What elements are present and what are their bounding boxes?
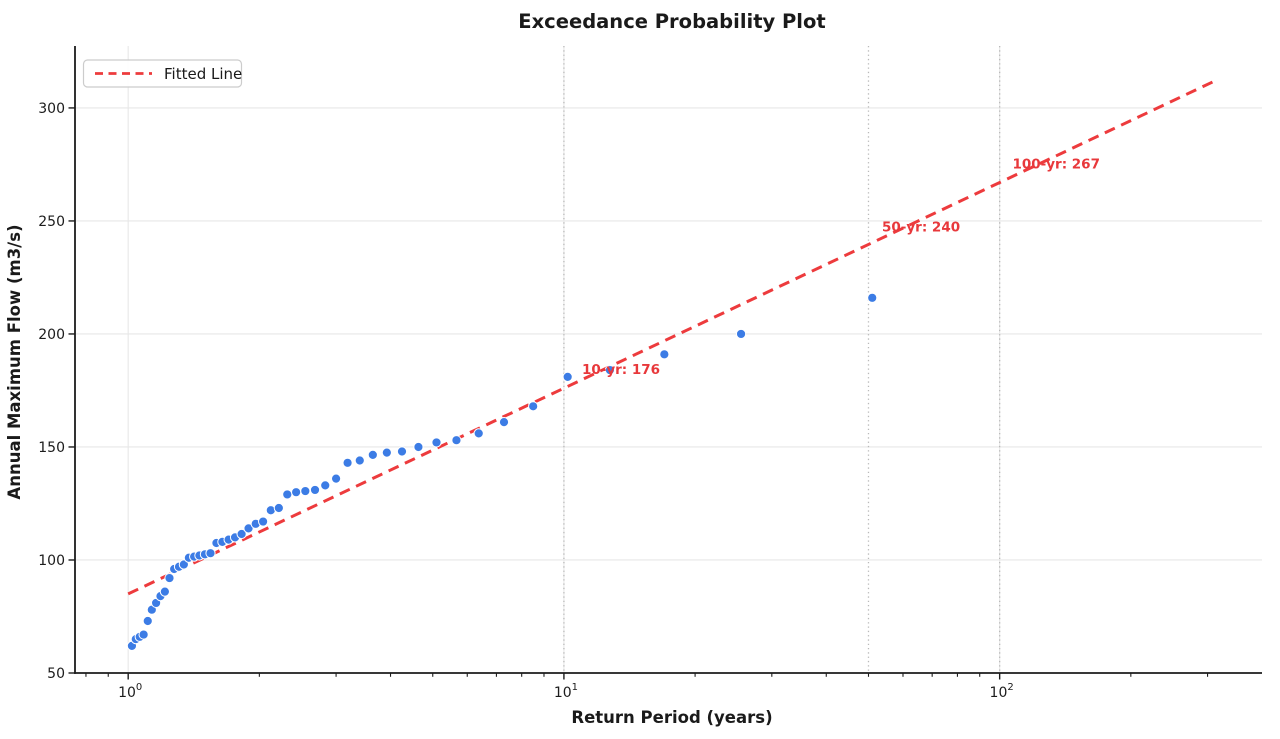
data-point <box>138 629 149 640</box>
y-tick-label: 250 <box>38 214 65 230</box>
axes <box>68 46 1262 680</box>
data-point <box>320 480 331 491</box>
y-tick-label: 100 <box>38 553 65 569</box>
legend: Fitted Line <box>82 59 243 88</box>
x-tick-labels: 100 101 102 <box>118 682 1014 701</box>
x-tick-label: 102 <box>990 682 1014 701</box>
x-tick-label: 101 <box>554 682 578 701</box>
data-point <box>236 528 247 540</box>
x-axis-label: Return Period (years) <box>571 708 772 727</box>
data-point <box>164 572 175 584</box>
data-point <box>396 446 408 457</box>
legend-box <box>82 59 243 88</box>
return-period-reference-lines <box>563 46 1001 673</box>
data-point <box>604 365 615 376</box>
annotation-label: 10-yr: 176 <box>582 362 660 378</box>
fitted-line-path <box>127 80 1215 596</box>
data-point <box>258 516 269 527</box>
data-point <box>300 485 311 497</box>
data-point <box>562 371 573 383</box>
data-point <box>473 428 484 439</box>
y-tick-label: 300 <box>38 101 65 117</box>
data-point <box>282 489 293 500</box>
data-point <box>413 441 424 453</box>
fitted-line <box>127 80 1215 596</box>
y-tick-label: 150 <box>38 440 65 456</box>
data-point <box>528 401 539 412</box>
data-point <box>735 328 747 340</box>
data-point <box>273 502 284 514</box>
y-axis-label: Annual Maximum Flow (m3/s) <box>5 224 24 499</box>
y-tick-label: 200 <box>38 327 65 343</box>
data-point <box>354 455 365 466</box>
data-point <box>243 523 254 534</box>
data-point <box>142 615 153 627</box>
data-point <box>431 437 442 448</box>
data-point <box>451 435 462 446</box>
data-point <box>330 473 342 484</box>
data-point <box>159 586 170 597</box>
data-point <box>178 559 189 570</box>
annotations: 10-yr: 176 50-yr: 240 100-yr: 267 <box>582 156 1100 378</box>
data-point <box>291 487 302 498</box>
annotation-label: 50-yr: 240 <box>882 220 960 236</box>
gridlines <box>75 46 1262 674</box>
y-tick-label: 50 <box>47 666 65 682</box>
chart-title: Exceedance Probability Plot <box>518 10 825 33</box>
data-point <box>659 349 670 360</box>
data-point <box>498 417 510 428</box>
data-point <box>867 292 878 303</box>
data-point <box>205 548 216 559</box>
data-point <box>309 484 321 496</box>
y-tick-labels: 50 100 150 200 250 300 <box>38 101 65 682</box>
x-tick-label: 100 <box>118 682 142 701</box>
data-point <box>342 457 353 468</box>
data-point <box>381 447 392 458</box>
data-point <box>367 449 378 460</box>
annotation-label: 100-yr: 267 <box>1012 156 1100 172</box>
scatter-points <box>126 292 878 651</box>
legend-label: Fitted Line <box>164 65 242 83</box>
